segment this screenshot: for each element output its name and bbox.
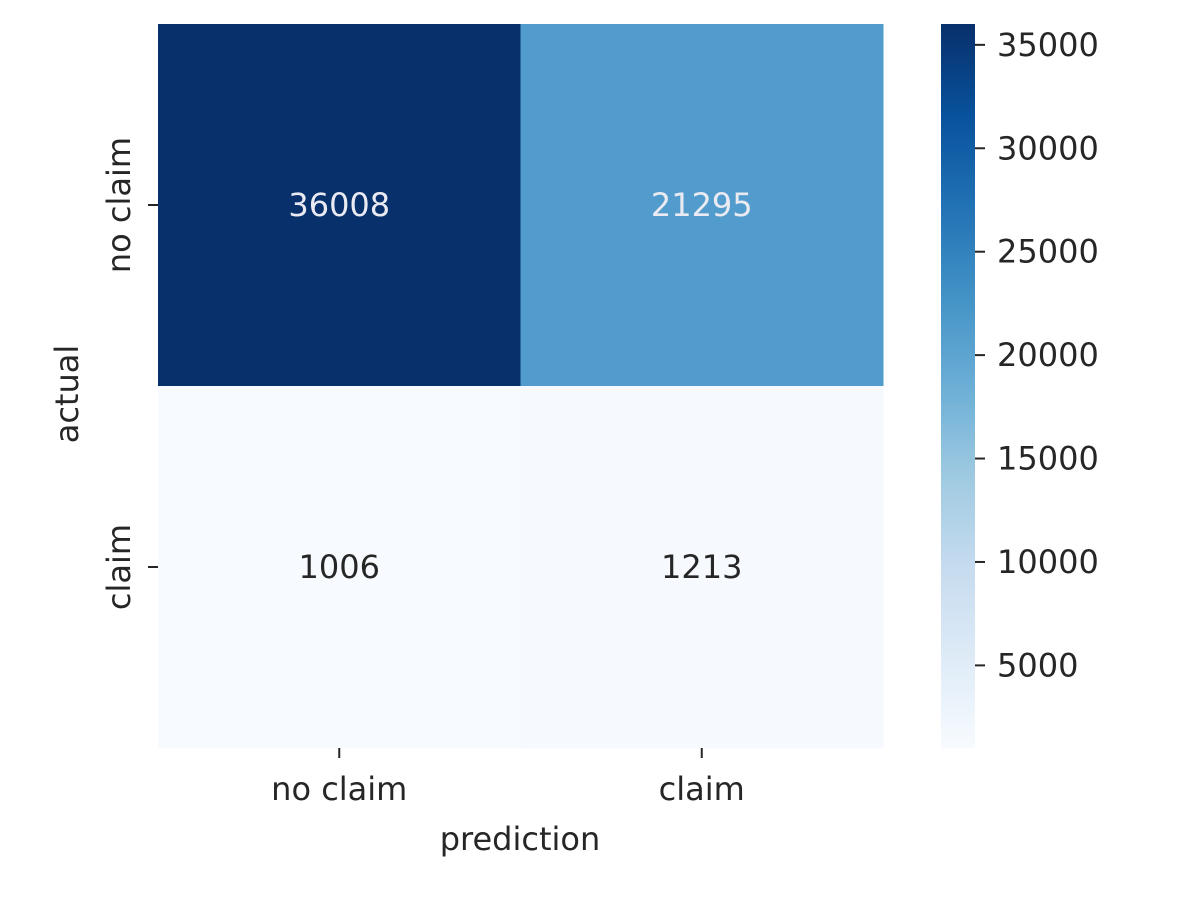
heatmap-cell <box>158 386 521 749</box>
heatmap-cells <box>158 24 884 749</box>
colorbar-gradient <box>941 24 975 748</box>
x-axis-label: prediction <box>440 820 601 858</box>
heatmap-cell-value: 21295 <box>651 186 753 224</box>
y-tick-label: no claim <box>100 137 138 273</box>
heatmap-cell <box>158 24 521 387</box>
heatmap-cell <box>520 386 884 749</box>
heatmap-cell-value: 1213 <box>661 548 742 586</box>
colorbar-tick-label: 20000 <box>997 336 1099 374</box>
colorbar-tick-label: 25000 <box>997 233 1099 271</box>
x-tick-label: claim <box>659 770 745 808</box>
colorbar-ticks: 5000 10000 15000 20000 25000 30000 35000 <box>975 26 1099 684</box>
colorbar-tick-label: 15000 <box>997 440 1099 478</box>
x-tick-label: no claim <box>271 770 407 808</box>
y-axis-ticks: no claim claim <box>100 137 158 610</box>
heatmap-cell-value: 1006 <box>299 548 380 586</box>
heatmap-cell-labels: 36008 21295 1006 1213 <box>288 186 752 586</box>
colorbar-tick-label: 10000 <box>997 543 1099 581</box>
heatmap-cell-value: 36008 <box>288 186 390 224</box>
colorbar-tick-label: 30000 <box>997 129 1099 167</box>
y-axis-label: actual <box>48 345 86 444</box>
colorbar: 5000 10000 15000 20000 25000 30000 35000 <box>941 24 1099 748</box>
colorbar-tick-label: 5000 <box>997 646 1078 684</box>
heatmap-cell <box>520 24 884 387</box>
y-tick-label: claim <box>100 524 138 610</box>
colorbar-tick-label: 35000 <box>997 26 1099 64</box>
x-axis-ticks: no claim claim <box>271 748 745 808</box>
